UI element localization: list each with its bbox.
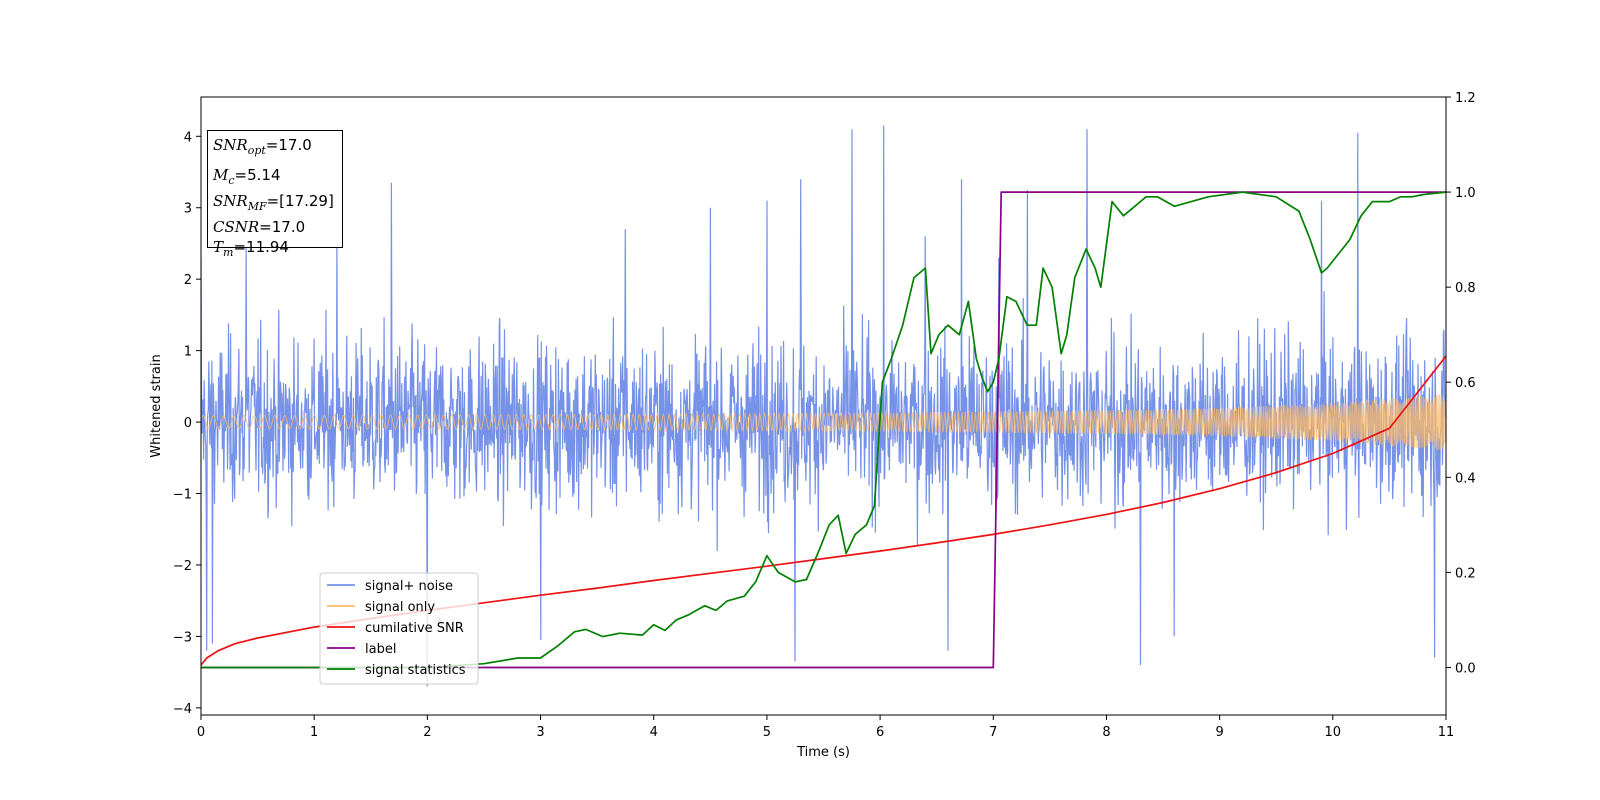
x-tick-label: 8 <box>1102 725 1110 740</box>
y2-tick-label: 1.2 <box>1455 91 1476 106</box>
x-tick-label: 10 <box>1325 725 1342 740</box>
x-tick-label: 3 <box>536 725 544 740</box>
y-tick-label: 4 <box>184 130 192 145</box>
y-tick-label: −2 <box>173 559 192 574</box>
info-mc: Mc=5.14 <box>213 165 337 191</box>
legend-entry: signal only <box>365 600 435 615</box>
y2-tick-label: 0.0 <box>1455 661 1476 676</box>
legend-entry: label <box>365 642 396 657</box>
info-csnr-value: =17.0 <box>259 218 306 236</box>
x-tick-label: 6 <box>876 725 884 740</box>
info-snr-mf-value: =[17.29] <box>266 192 334 210</box>
x-tick-label: 5 <box>763 725 771 740</box>
y-tick-label: 3 <box>184 202 192 217</box>
info-snr-mf-name: SNR <box>213 192 248 210</box>
x-tick-label: 1 <box>310 725 318 740</box>
info-tm: Tm=11.94 <box>213 237 337 263</box>
y-tick-label: −1 <box>173 488 192 503</box>
y-tick-label: −4 <box>173 702 192 717</box>
series-signal-only <box>201 394 1446 451</box>
y-tick-label: 2 <box>184 273 192 288</box>
legend-entry: cumilative SNR <box>365 621 464 636</box>
y2-tick-label: 0.4 <box>1455 471 1476 486</box>
legend-entry: signal+ noise <box>365 579 453 594</box>
y2-tick-label: 1.0 <box>1455 186 1476 201</box>
info-snr-opt-name: SNR <box>213 136 248 154</box>
info-snr-mf-sub: MF <box>247 200 267 213</box>
info-csnr: CSNR=17.0 <box>213 217 337 237</box>
info-mc-value: =5.14 <box>234 166 281 184</box>
plot-frame <box>200 96 1447 716</box>
info-mc-sub: c <box>228 174 235 187</box>
y-tick-label: −3 <box>173 630 192 645</box>
info-tm-value: =11.94 <box>233 238 289 256</box>
info-snr-opt-sub: opt <box>247 144 266 157</box>
info-snr-mf: SNRMF=[17.29] <box>213 191 337 217</box>
info-tm-name: T <box>213 238 224 256</box>
series-signal-noise <box>201 125 1446 687</box>
legend-box <box>319 572 479 685</box>
y2-tick-label: 0.2 <box>1455 566 1476 581</box>
series-label <box>201 191 1446 669</box>
x-tick-label: 2 <box>423 725 431 740</box>
y-axis-label: Whitened strain <box>149 354 164 457</box>
legend-entry: signal statistics <box>365 663 466 678</box>
legend: signal+ noise signal only cumilative SNR la… <box>319 572 479 685</box>
info-csnr-name: CSNR <box>213 218 260 236</box>
y-tick-label: 1 <box>184 345 192 360</box>
info-snr-opt-value: =17.0 <box>265 136 312 154</box>
x-tick-label: 11 <box>1438 725 1455 740</box>
info-mc-name: M <box>213 166 229 184</box>
x-tick-label: 7 <box>989 725 997 740</box>
info-tm-sub: m <box>223 246 234 259</box>
plot-data-layer <box>201 125 1446 687</box>
axes-layer: 0 1 2 3 4 5 6 7 8 9 10 11 −4 −3 −2 −1 0 1 2 3 4 0.0 0.2 0.4 0.6 0… <box>173 91 1476 740</box>
y2-tick-label: 0.8 <box>1455 281 1476 296</box>
x-tick-label: 4 <box>650 725 658 740</box>
y2-tick-label: 0.6 <box>1455 376 1476 391</box>
x-tick-label: 0 <box>197 725 205 740</box>
snr-info-box: SNRopt=17.0 Mc=5.14 SNRMF=[17.29] CSNR=1… <box>207 130 343 259</box>
series-signal-statistics <box>201 191 1446 669</box>
info-snr-opt: SNRopt=17.0 <box>213 135 337 161</box>
series-cumilative-snr <box>201 355 1446 666</box>
x-tick-label: 9 <box>1215 725 1223 740</box>
y-tick-label: 0 <box>184 416 192 431</box>
x-axis-label: Time (s) <box>796 745 850 760</box>
